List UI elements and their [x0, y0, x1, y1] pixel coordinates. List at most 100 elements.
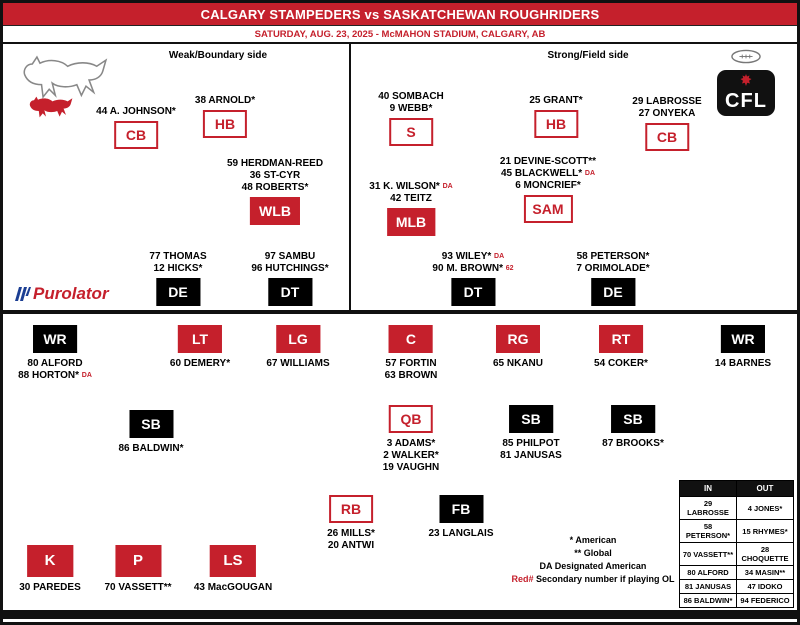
table-row: 86 BALDWIN* 94 FEDERICO [679, 593, 794, 608]
player-name: 3 ADAMS* [386, 438, 436, 449]
player-name: 40 SOMBACH [378, 91, 444, 102]
designated-american-tag: DA [494, 253, 505, 260]
player-name: 48 ROBERTS* [241, 182, 309, 193]
position-box: LS [209, 545, 256, 577]
in-cell: 58 PETERSON* [679, 519, 737, 543]
offense-ls: LS 43 MacGOUGAN [194, 545, 272, 594]
position-box: C [388, 325, 433, 353]
table-row: 70 VASSETT** 28 CHOQUETTE [679, 542, 794, 566]
in-cell: 29 LABROSSE [679, 496, 737, 520]
player-name: 44 A. JOHNSON* [96, 106, 176, 117]
cfl-badge: CFL [717, 70, 775, 116]
designated-american-tag: DA [442, 183, 453, 190]
position-box: DE [155, 278, 200, 306]
offense-k: K 30 PAREDES [19, 545, 81, 594]
table-row: 80 ALFORD 34 MASIN** [679, 565, 794, 580]
player-name: 14 BARNES [714, 358, 772, 369]
stampeders-horse-outline-logo [17, 49, 109, 110]
out-cell: 34 MASIN** [736, 565, 794, 580]
player-name: 36 ST-CYR [249, 170, 301, 181]
position-box: LT [178, 325, 222, 353]
position-box: LG [276, 325, 320, 353]
player-name: 60 DEMERY* [169, 358, 231, 369]
purolator-wordmark: Purolator [33, 284, 109, 303]
position-box: HB [202, 110, 247, 138]
player-name: 6 MONCRIEF* [515, 180, 581, 191]
player-name: 27 ONYEKA [638, 108, 696, 119]
player-name: 81 JANUSAS [500, 450, 562, 461]
player-name: 96 HUTCHINGS* [251, 263, 329, 274]
player-name: 65 NKANU [492, 358, 544, 369]
offense-qb: QB 3 ADAMS* 2 WALKER* 19 VAUGHN [382, 405, 440, 474]
designated-american-tag: DA [584, 170, 596, 177]
player-name: 87 BROOKS* [602, 438, 664, 449]
position-box: S [388, 118, 433, 146]
defense-cb-left: 44 A. JOHNSON* CB [96, 106, 176, 149]
player-name: 31 K. WILSON* DA [369, 181, 453, 192]
offense-rt: RT 54 COKER* [594, 325, 648, 370]
offense-p: P 70 VASSETT** [104, 545, 172, 594]
legend-designated-american: DA Designated American [539, 561, 647, 571]
offense-c: C 57 FORTIN 63 BROWN [384, 325, 438, 382]
position-box: CB [645, 123, 689, 151]
player-name: 42 TEITZ [390, 193, 432, 204]
subtitle-bar: SATURDAY, AUG. 23, 2025 - McMAHON STADIU… [3, 27, 797, 44]
player-name: 19 VAUGHN [382, 462, 440, 473]
table-row: 58 PETERSON* 15 RHYMES* [679, 519, 794, 543]
football-icon [731, 49, 761, 64]
offense-sb-3: SB 87 BROOKS* [602, 405, 664, 450]
legend-red-number: Red# Secondary number if playing OL [511, 574, 675, 584]
position-box: FB [438, 495, 483, 523]
player-name: 20 ANTWI [327, 540, 375, 551]
defense-offense-divider-line [3, 310, 797, 314]
player-name: 43 MacGOUGAN [193, 582, 273, 593]
player-name: 9 WEBB* [389, 103, 433, 114]
in-cell: 80 ALFORD [679, 565, 737, 580]
out-cell: 4 JONES* [736, 496, 794, 520]
table-row: 29 LABROSSE 4 JONES* [679, 496, 794, 520]
defense-dt-left: 97 SAMBU 96 HUTCHINGS* DT [251, 251, 329, 306]
player-name: 88 HORTON* DA [18, 370, 92, 381]
player-name: 67 WILLIAMS [266, 358, 330, 369]
offense-fb: FB 23 LANGLAIS [428, 495, 494, 540]
player-name: 25 GRANT* [529, 95, 583, 106]
player-name: 21 DEVINE-SCOTT** [499, 156, 597, 167]
offense-sb-1: SB 86 BALDWIN* [118, 410, 184, 455]
roster-changes-table: IN OUT 29 LABROSSE 4 JONES* 58 PETERSON* 1… [679, 480, 794, 608]
position-box: RB [328, 495, 373, 523]
out-cell: 47 IDOKO [736, 579, 794, 594]
player-name: 30 PAREDES [19, 582, 81, 593]
position-box: WR [720, 325, 765, 353]
offense-sb-2: SB 85 PHILPOT 81 JANUSAS [500, 405, 562, 462]
player-name: 63 BROWN [384, 370, 438, 381]
offense-rg: RG 65 NKANU [493, 325, 543, 370]
strong-field-side-label: Strong/Field side [547, 50, 629, 61]
player-name: 90 M. BROWN* 62 [432, 263, 514, 274]
offense-wr-left: WR 80 ALFORD 88 HORTON* DA [18, 325, 92, 382]
player-name: 85 PHILPOT [502, 438, 560, 449]
position-box: RG [495, 325, 540, 353]
table-header-row: IN OUT [679, 480, 794, 497]
stampeders-horse-logo [21, 93, 79, 126]
position-box: RT [599, 325, 643, 353]
position-box: K [26, 545, 73, 577]
title-bar: CALGARY STAMPEDERS vs SASKATCHEWAN ROUGH… [3, 3, 797, 26]
legend-american: * American [569, 535, 617, 545]
offense-lt: LT 60 DEMERY* [170, 325, 230, 370]
designated-american-tag: DA [81, 372, 92, 379]
player-name: 93 WILEY* DA [441, 251, 505, 262]
defense-hb-left: 38 ARNOLD* HB [195, 95, 255, 138]
offense-lg: LG 67 WILLIAMS [266, 325, 330, 370]
defense-de-left: 77 THOMAS 12 HICKS* DE [149, 251, 207, 306]
side-divider-line [349, 44, 351, 310]
position-box: SB [611, 405, 655, 433]
defense-cb-right: 29 LABROSSE 27 ONYEKA CB [632, 96, 702, 151]
player-name: 2 WALKER* [383, 450, 439, 461]
player-name: 97 SAMBU [264, 251, 316, 262]
defense-mlb: 31 K. WILSON* DA 42 TEITZ MLB [369, 181, 453, 236]
position-box: SB [128, 410, 173, 438]
in-column-header: IN [679, 480, 737, 497]
player-name: 80 ALFORD [27, 358, 83, 369]
purolator-logo: Purolator [15, 284, 109, 304]
